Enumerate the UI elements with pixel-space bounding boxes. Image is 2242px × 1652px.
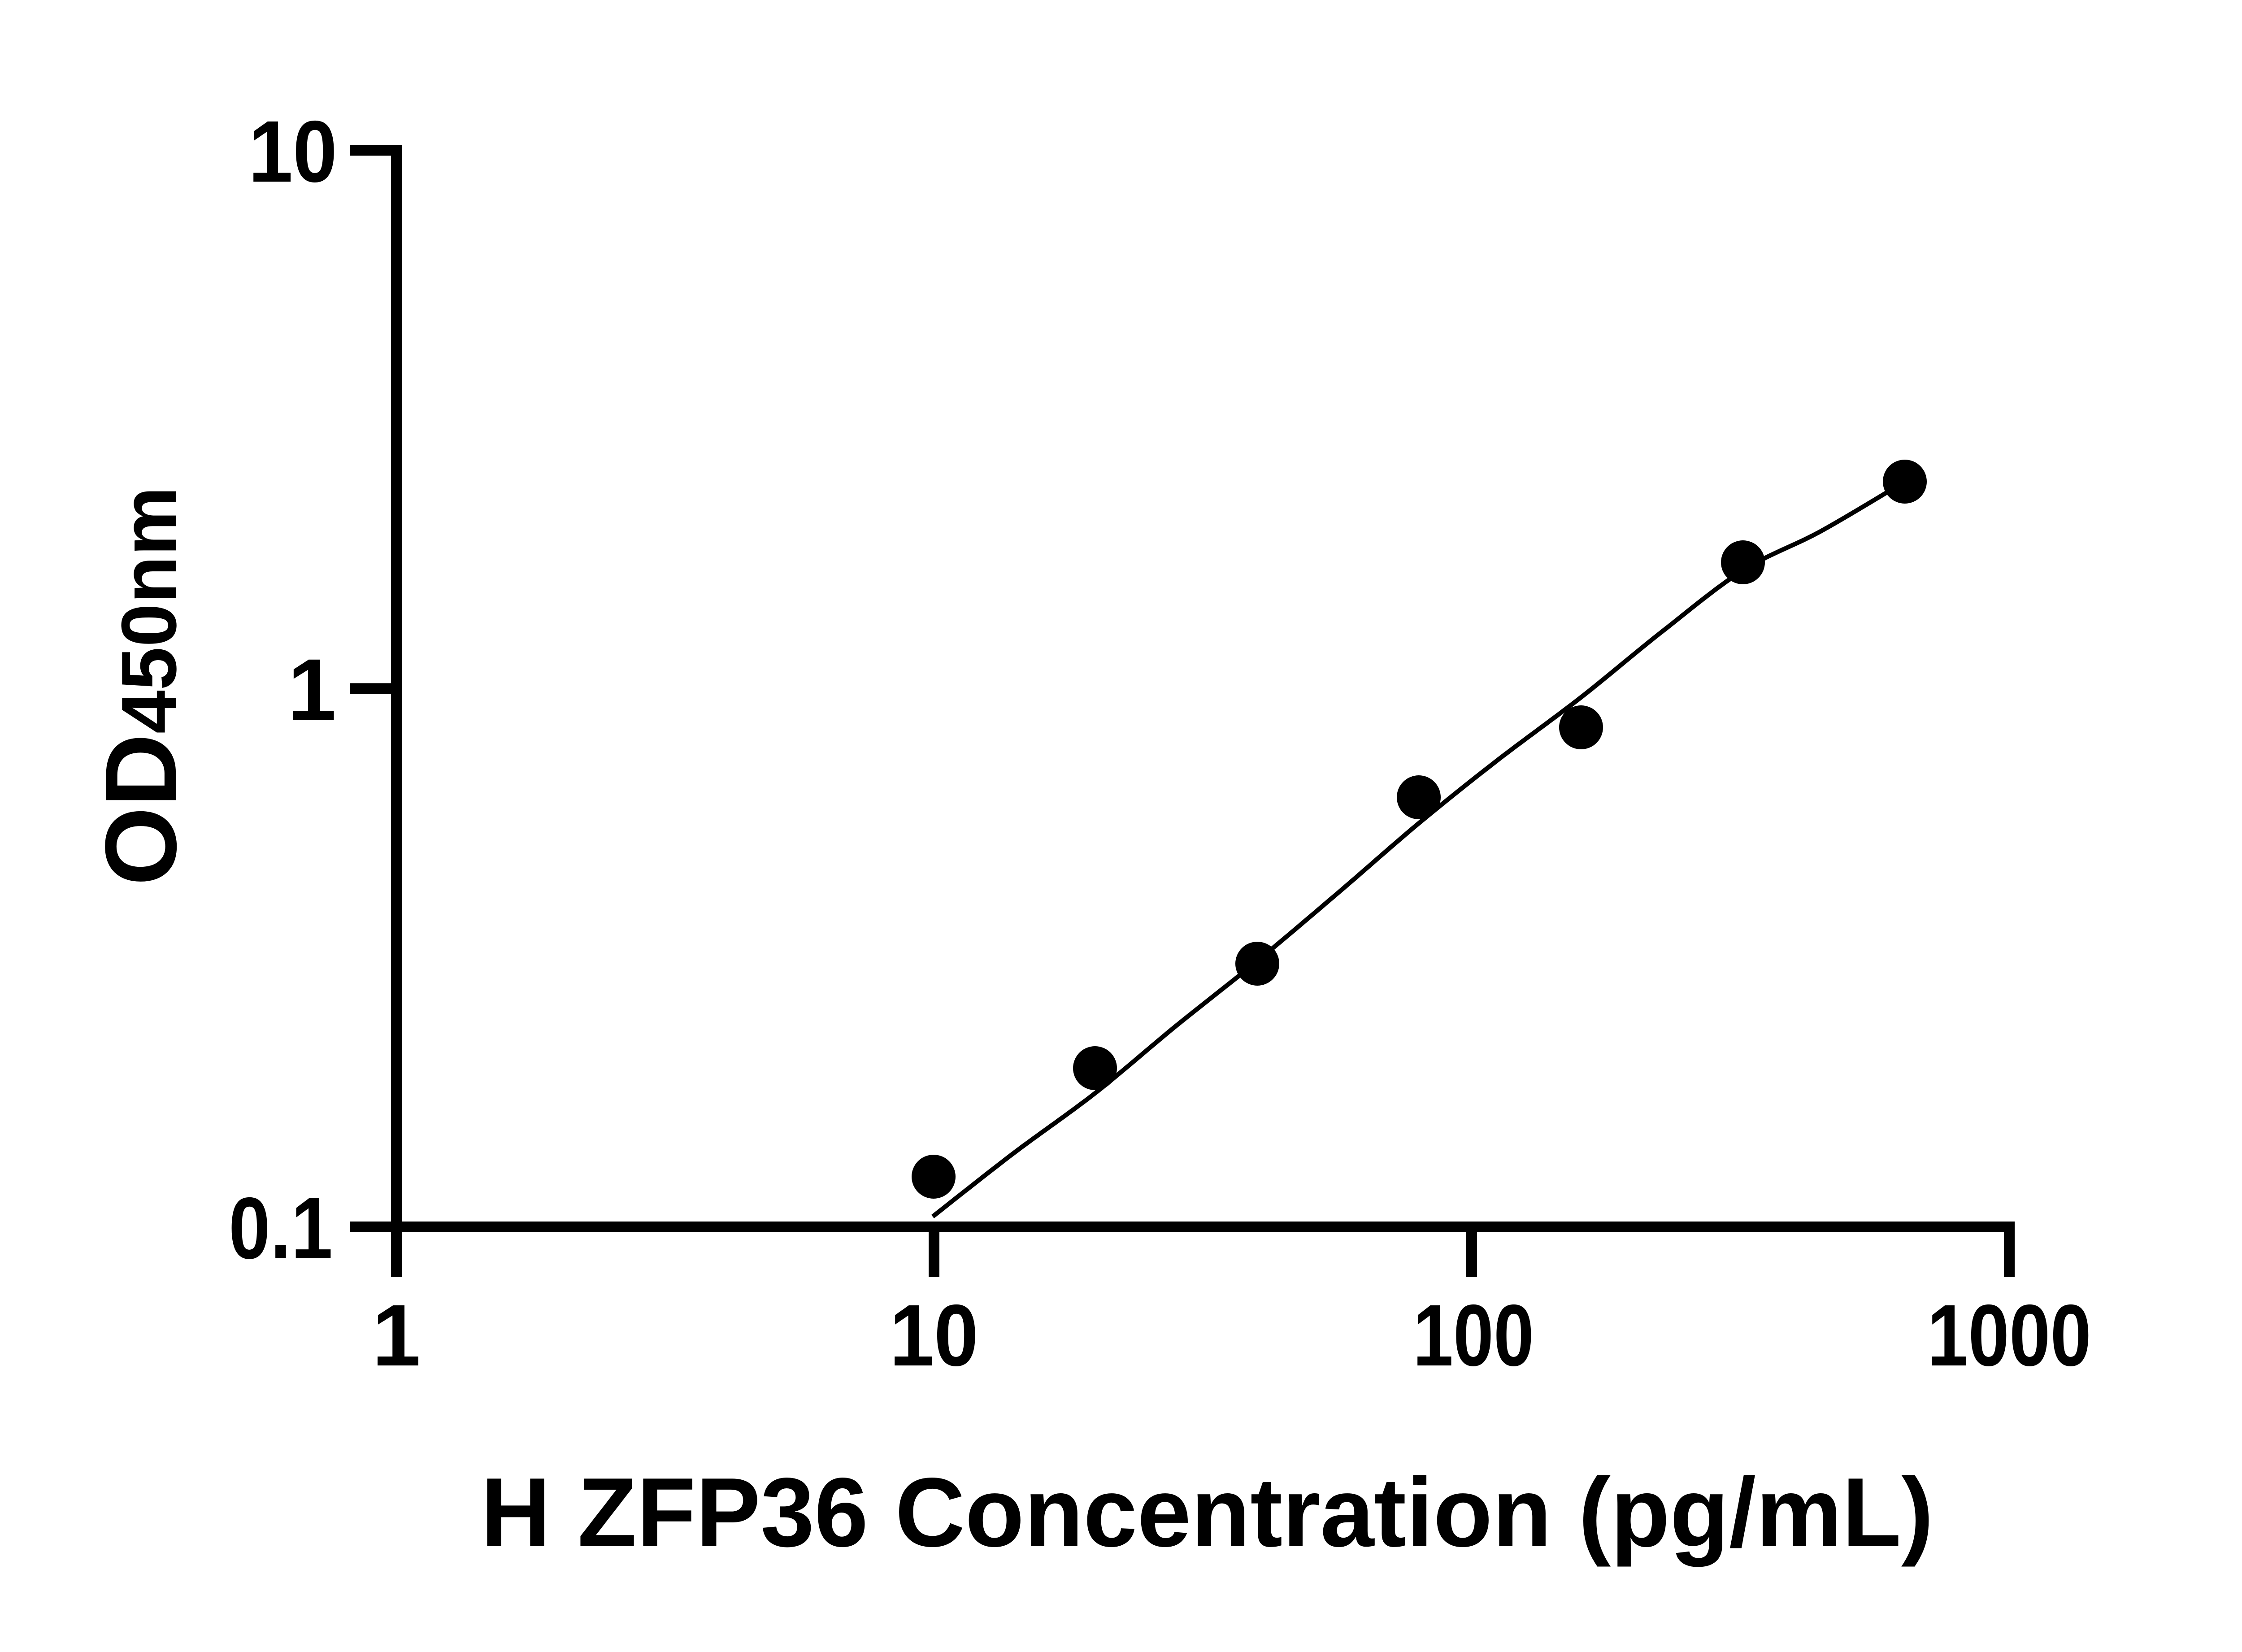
svg-text:10: 10 bbox=[248, 103, 337, 200]
svg-text:1: 1 bbox=[372, 1287, 421, 1384]
svg-text:0.1: 0.1 bbox=[229, 1179, 333, 1277]
svg-text:OD450nm: OD450nm bbox=[84, 487, 197, 886]
svg-text:H ZFP36 Concentration (pg/mL): H ZFP36 Concentration (pg/mL) bbox=[481, 1458, 1934, 1567]
svg-text:10: 10 bbox=[890, 1287, 978, 1384]
svg-text:1000: 1000 bbox=[1927, 1287, 2091, 1384]
svg-text:1: 1 bbox=[288, 641, 336, 739]
svg-text:100: 100 bbox=[1413, 1287, 1534, 1384]
